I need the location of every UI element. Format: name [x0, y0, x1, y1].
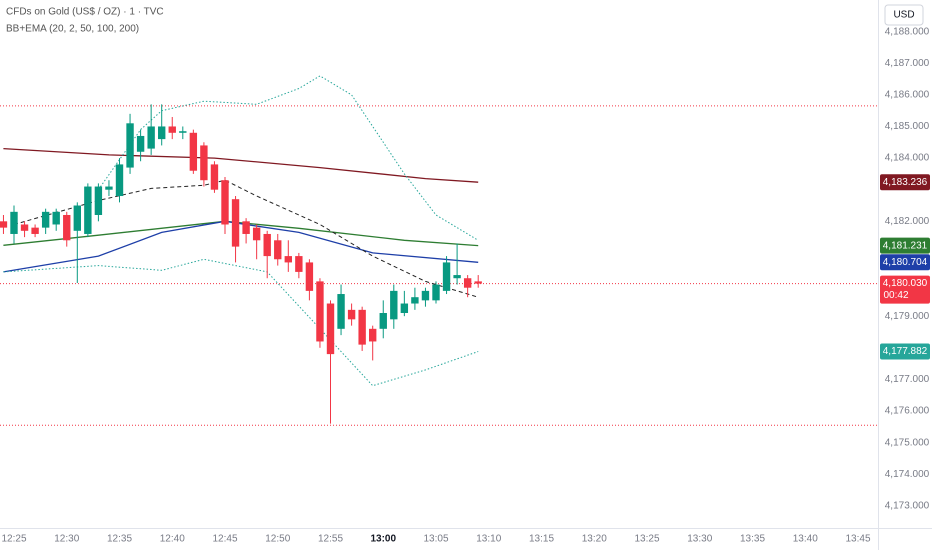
candle-body — [347, 309, 356, 320]
candle-body — [52, 211, 60, 225]
price-badge — [880, 174, 930, 191]
x-tick-label: 13:15 — [529, 534, 554, 545]
y-tick-label: 4,188.000 — [885, 26, 930, 37]
candle-body — [453, 275, 461, 279]
price-badge-label: 4,180.030 — [883, 278, 928, 289]
x-tick-label: 13:30 — [687, 534, 712, 545]
candle-body — [31, 227, 39, 234]
candle-body — [326, 303, 335, 355]
candle-body — [179, 131, 187, 133]
currency-button[interactable] — [884, 4, 924, 26]
indicator-line — [3, 147, 479, 183]
countdown-label: 00:42 — [883, 290, 908, 301]
x-tick-label: 13:40 — [793, 534, 818, 545]
price-badge-label: 4,183.236 — [883, 177, 928, 188]
candle-body — [390, 290, 398, 320]
y-tick-label: 4,173.000 — [885, 501, 930, 512]
candle-body — [369, 328, 377, 342]
indicator-line — [97, 75, 479, 241]
x-tick-label: 12:55 — [318, 534, 343, 545]
candle-body — [115, 164, 124, 197]
x-tick-label: 13:00 — [370, 534, 396, 545]
currency-label: USD — [893, 10, 914, 21]
candle-body — [337, 294, 345, 329]
candle-body — [200, 145, 208, 181]
indicator-line — [3, 258, 479, 387]
x-tick-label: 13:25 — [634, 534, 659, 545]
candle-body — [432, 284, 440, 301]
candle-body — [252, 227, 261, 241]
candle-body — [147, 126, 155, 149]
y-tick-label: 4,187.000 — [885, 58, 930, 69]
price-badge-label: 4,180.704 — [883, 257, 928, 268]
candle-body — [168, 126, 176, 133]
candle-body — [263, 233, 271, 257]
x-tick-label: 12:45 — [212, 534, 237, 545]
price-badge — [880, 237, 930, 254]
indicator-label: BB+EMA (20, 2, 50, 100, 200) — [6, 24, 139, 35]
y-tick-label: 4,174.000 — [885, 469, 930, 480]
candle-body — [189, 132, 198, 171]
candle-body — [379, 313, 387, 329]
indicator-line — [3, 220, 479, 247]
x-tick-label: 13:10 — [476, 534, 501, 545]
chart-title: CFDs on Gold (US$ / OZ) · 1 · TVC — [6, 7, 164, 18]
y-tick-label: 4,176.000 — [885, 406, 930, 417]
candle-body — [231, 199, 240, 247]
x-tick-label: 13:05 — [423, 534, 448, 545]
candle-body — [305, 262, 314, 291]
x-tick-label: 12:30 — [54, 534, 79, 545]
candle-body — [136, 135, 145, 152]
x-tick-label: 12:35 — [107, 534, 132, 545]
candle-body — [41, 211, 50, 228]
y-tick-label: 4,182.000 — [885, 216, 930, 227]
candle-body — [94, 186, 103, 215]
y-tick-label: 4,175.000 — [885, 437, 930, 448]
price-badge — [880, 343, 930, 360]
price-badge — [880, 275, 930, 304]
candle-body — [105, 186, 113, 190]
x-tick-label: 12:50 — [265, 534, 290, 545]
y-tick-label: 4,177.000 — [885, 374, 930, 385]
candle-body — [0, 221, 8, 228]
x-tick-label: 13:35 — [740, 534, 765, 545]
candle-body — [358, 309, 366, 345]
candle-body — [73, 205, 81, 231]
y-tick-label: 4,185.000 — [885, 121, 930, 132]
candle-body — [210, 164, 219, 190]
candle-body — [442, 262, 451, 291]
candle-body — [295, 256, 303, 272]
x-tick-label: 13:20 — [582, 534, 607, 545]
y-tick-label: 4,179.000 — [885, 311, 930, 322]
price-badge — [880, 254, 930, 271]
candle-body — [316, 281, 324, 342]
candle-body — [474, 281, 482, 284]
indicator-line — [13, 179, 479, 298]
candle-body — [284, 256, 292, 263]
price-badge-label: 4,177.882 — [883, 346, 928, 357]
candle-body — [421, 290, 430, 301]
candle-body — [158, 126, 166, 140]
y-tick-label: 4,186.000 — [885, 89, 930, 100]
candle-body — [463, 278, 472, 288]
x-tick-label: 13:45 — [845, 534, 870, 545]
x-tick-label: 12:40 — [160, 534, 185, 545]
candle-body — [221, 180, 229, 225]
candle-body — [126, 123, 134, 168]
candle-body — [400, 303, 409, 314]
candle-body — [274, 240, 282, 260]
candle-body — [411, 297, 419, 304]
candle-body — [10, 211, 18, 234]
candle-body — [20, 224, 29, 231]
price-badge-label: 4,181.231 — [883, 240, 928, 251]
y-tick-label: 4,184.000 — [885, 153, 930, 164]
candle-body — [63, 214, 71, 241]
x-tick-label: 12:25 — [1, 534, 26, 545]
candle-body — [84, 186, 92, 234]
candle-body — [242, 221, 250, 234]
